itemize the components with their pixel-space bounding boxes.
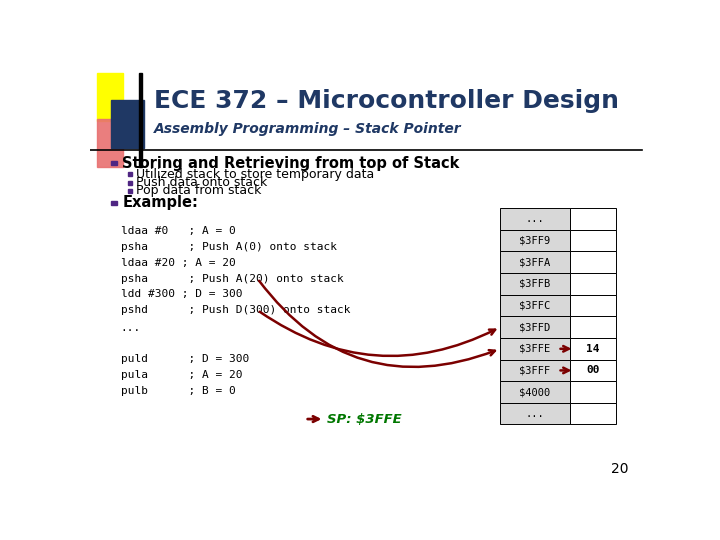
Text: $3FF9: $3FF9 [519, 235, 551, 246]
Bar [111, 100, 143, 148]
Text: ECE 372 – Microcontroller Design: ECE 372 – Microcontroller Design [154, 90, 619, 113]
Bar [96, 119, 124, 167]
Text: ldaa #0   ; A = 0: ldaa #0 ; A = 0 [121, 226, 235, 236]
Text: $3FFE: $3FFE [519, 344, 551, 354]
Text: $4000: $4000 [519, 387, 551, 397]
Bar [500, 295, 570, 316]
Bar [500, 381, 570, 403]
Bar [570, 273, 616, 295]
Bar [500, 252, 570, 273]
Bar [570, 252, 616, 273]
Bar [500, 208, 570, 230]
Bar [139, 73, 143, 167]
Bar [570, 316, 616, 338]
Text: $3FFF: $3FFF [519, 366, 551, 375]
Text: puld      ; D = 300: puld ; D = 300 [121, 354, 249, 364]
Bar [111, 161, 117, 165]
Bar [570, 338, 616, 360]
Text: Utilized stack to store temporary data: Utilized stack to store temporary data [136, 167, 374, 181]
Bar [500, 273, 570, 295]
Bar [500, 360, 570, 381]
Text: $3FFA: $3FFA [519, 257, 551, 267]
Text: 00: 00 [586, 366, 600, 375]
Bar [96, 73, 124, 121]
Bar [128, 181, 132, 185]
Text: $3FFD: $3FFD [519, 322, 551, 332]
Bar [570, 208, 616, 230]
Text: ...: ... [526, 214, 544, 224]
Text: SP: $3FFE: SP: $3FFE [327, 413, 402, 426]
Text: ...: ... [526, 409, 544, 419]
Text: $3FFB: $3FFB [519, 279, 551, 289]
Bar [500, 230, 570, 252]
Text: Example:: Example: [122, 195, 198, 211]
Bar [500, 403, 570, 424]
Text: Push data onto stack: Push data onto stack [136, 176, 268, 189]
Bar [570, 381, 616, 403]
Text: 14: 14 [586, 344, 600, 354]
Text: ldd #300 ; D = 300: ldd #300 ; D = 300 [121, 289, 242, 299]
Text: psha      ; Push A(20) onto stack: psha ; Push A(20) onto stack [121, 274, 343, 284]
Bar [570, 403, 616, 424]
Text: pula      ; A = 20: pula ; A = 20 [121, 370, 242, 380]
Bar [111, 201, 117, 205]
Text: 20: 20 [611, 462, 629, 476]
Bar [570, 295, 616, 316]
Text: $3FFC: $3FFC [519, 301, 551, 310]
Bar [500, 338, 570, 360]
Text: Assembly Programming – Stack Pointer: Assembly Programming – Stack Pointer [154, 122, 462, 136]
Bar [128, 189, 132, 193]
Text: pshd      ; Push D(300) onto stack: pshd ; Push D(300) onto stack [121, 305, 350, 315]
Text: ldaa #20 ; A = 20: ldaa #20 ; A = 20 [121, 258, 235, 268]
Text: psha      ; Push A(0) onto stack: psha ; Push A(0) onto stack [121, 242, 337, 252]
Bar [570, 360, 616, 381]
Bar [128, 172, 132, 176]
Text: Storing and Retrieving from top of Stack: Storing and Retrieving from top of Stack [122, 156, 460, 171]
Text: Pop data from stack: Pop data from stack [136, 184, 261, 197]
Text: ...: ... [121, 322, 141, 333]
Text: pulb      ; B = 0: pulb ; B = 0 [121, 386, 235, 396]
Bar [570, 230, 616, 252]
Bar [500, 316, 570, 338]
